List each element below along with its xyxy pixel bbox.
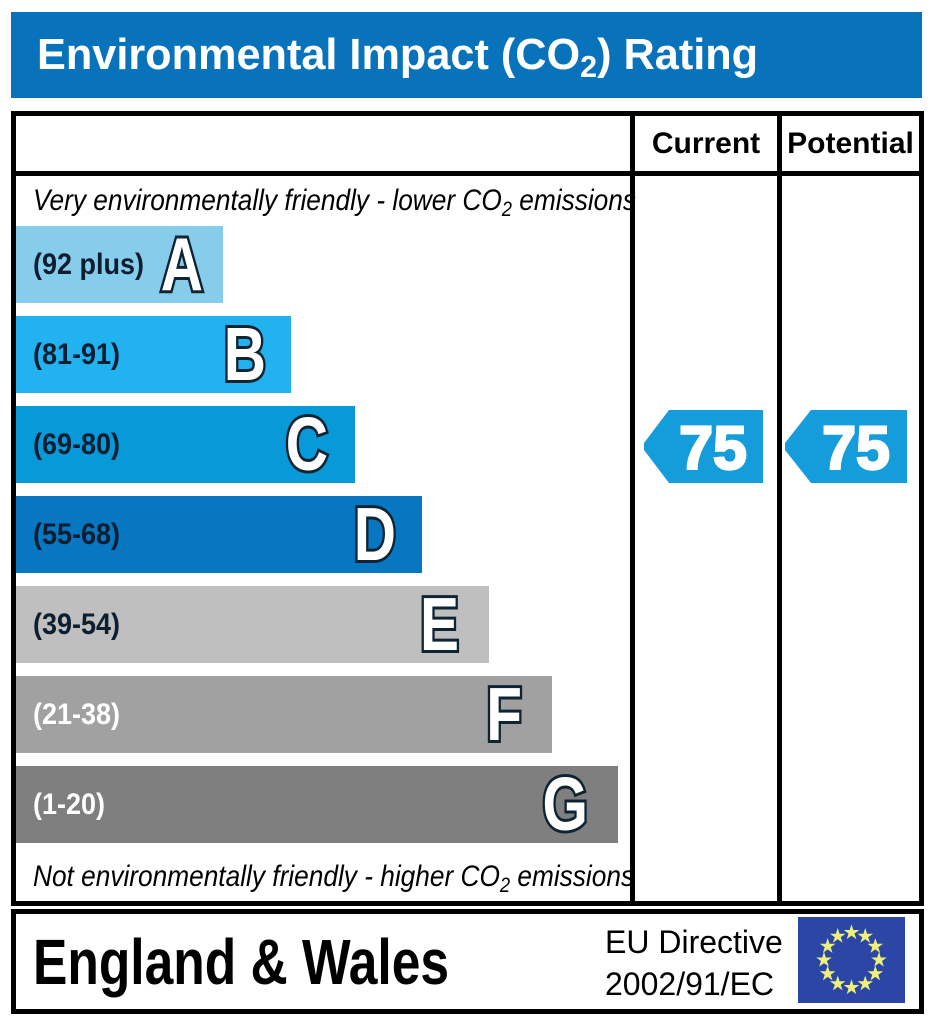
svg-text:B: B xyxy=(224,313,266,397)
svg-text:F: F xyxy=(486,673,522,757)
svg-text:G: G xyxy=(542,763,588,847)
svg-text:A: A xyxy=(161,223,203,307)
svg-text:75: 75 xyxy=(679,414,747,482)
svg-text:D: D xyxy=(354,493,396,577)
svg-text:E: E xyxy=(420,583,459,667)
svg-text:75: 75 xyxy=(822,414,890,482)
svg-text:C: C xyxy=(286,403,328,487)
